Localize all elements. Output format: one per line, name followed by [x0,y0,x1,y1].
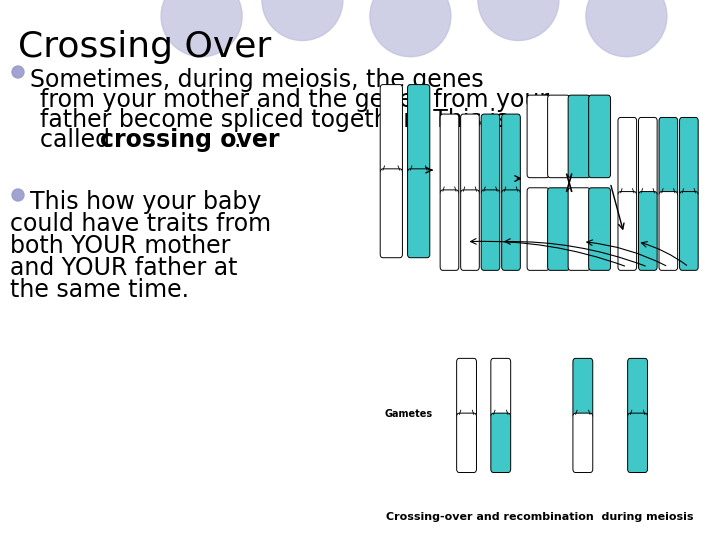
FancyBboxPatch shape [456,359,477,418]
FancyBboxPatch shape [502,190,521,271]
FancyBboxPatch shape [380,85,402,173]
FancyBboxPatch shape [380,169,402,258]
Text: the same time.: the same time. [10,278,189,302]
Text: This how your baby: This how your baby [30,190,261,214]
FancyBboxPatch shape [589,95,611,178]
Text: both YOUR mother: both YOUR mother [10,234,230,258]
Text: from your mother and the genes from your: from your mother and the genes from your [40,88,549,112]
FancyBboxPatch shape [568,188,590,271]
Text: .: . [233,128,240,152]
FancyBboxPatch shape [408,85,430,173]
FancyBboxPatch shape [408,169,430,258]
FancyBboxPatch shape [548,95,570,178]
FancyBboxPatch shape [548,188,570,271]
Text: father become spliced together.  This is: father become spliced together. This is [40,108,508,132]
FancyBboxPatch shape [639,117,657,196]
FancyBboxPatch shape [628,359,647,418]
Text: Sometimes, during meiosis, the genes: Sometimes, during meiosis, the genes [30,68,484,92]
Circle shape [262,0,343,40]
FancyBboxPatch shape [481,114,500,194]
FancyBboxPatch shape [461,190,480,271]
FancyBboxPatch shape [659,117,678,196]
FancyBboxPatch shape [659,192,678,271]
FancyBboxPatch shape [573,413,593,472]
FancyBboxPatch shape [639,192,657,271]
FancyBboxPatch shape [628,413,647,472]
Circle shape [161,0,242,57]
Circle shape [370,0,451,57]
Text: crossing over: crossing over [100,128,279,152]
Text: and YOUR father at: and YOUR father at [10,256,238,280]
FancyBboxPatch shape [502,114,521,194]
FancyBboxPatch shape [527,95,549,178]
Text: Gametes: Gametes [384,409,433,420]
FancyBboxPatch shape [618,117,636,196]
Circle shape [586,0,667,57]
Circle shape [478,0,559,40]
FancyBboxPatch shape [618,192,636,271]
Text: called: called [40,128,117,152]
FancyBboxPatch shape [440,190,459,271]
Circle shape [12,66,24,78]
FancyBboxPatch shape [461,114,480,194]
Text: Crossing Over: Crossing Over [18,30,271,64]
Circle shape [12,189,24,201]
FancyBboxPatch shape [481,190,500,271]
FancyBboxPatch shape [527,188,549,271]
FancyBboxPatch shape [680,192,698,271]
FancyBboxPatch shape [491,359,510,418]
FancyBboxPatch shape [440,114,459,194]
FancyBboxPatch shape [680,117,698,196]
FancyBboxPatch shape [568,95,590,178]
FancyBboxPatch shape [589,188,611,271]
FancyBboxPatch shape [491,413,510,472]
FancyBboxPatch shape [573,359,593,418]
FancyBboxPatch shape [456,413,477,472]
Text: could have traits from: could have traits from [10,212,271,236]
Text: Crossing-over and recombination  during meiosis: Crossing-over and recombination during m… [386,512,694,522]
